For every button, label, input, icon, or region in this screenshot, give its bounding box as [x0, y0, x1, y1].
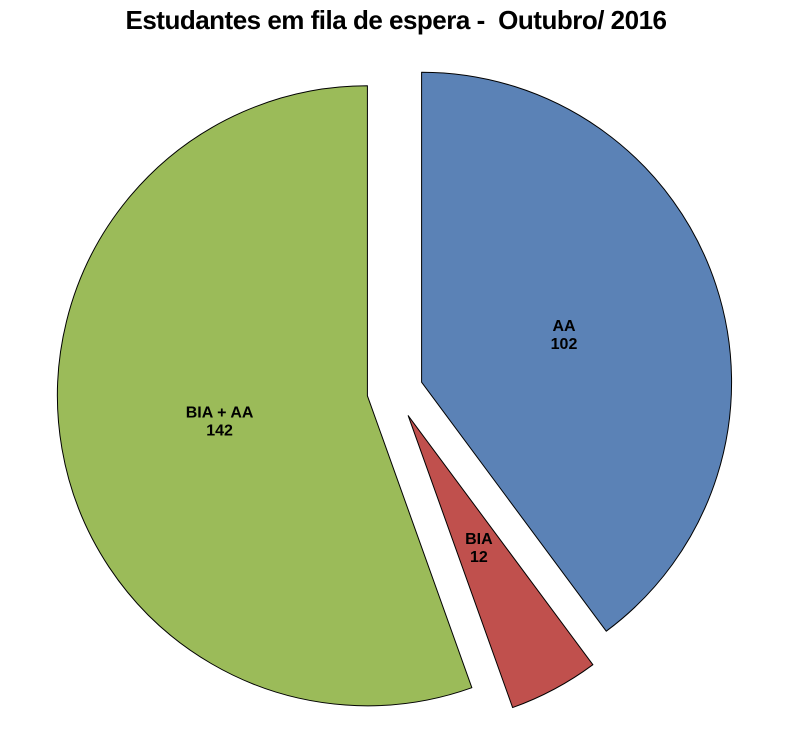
pie-slice-aa[interactable]	[421, 71, 733, 632]
pie-slice-bia-aa[interactable]	[56, 85, 473, 707]
chart-title: Estudantes em fila de espera - Outubro/ …	[125, 5, 667, 35]
slice-label-bia: BIA 12	[465, 531, 493, 566]
slice-label-aa: AA 102	[551, 318, 578, 353]
slice-label-bia-aa: BIA + AA 142	[186, 404, 254, 439]
pie-slice-bia[interactable]	[407, 415, 594, 709]
